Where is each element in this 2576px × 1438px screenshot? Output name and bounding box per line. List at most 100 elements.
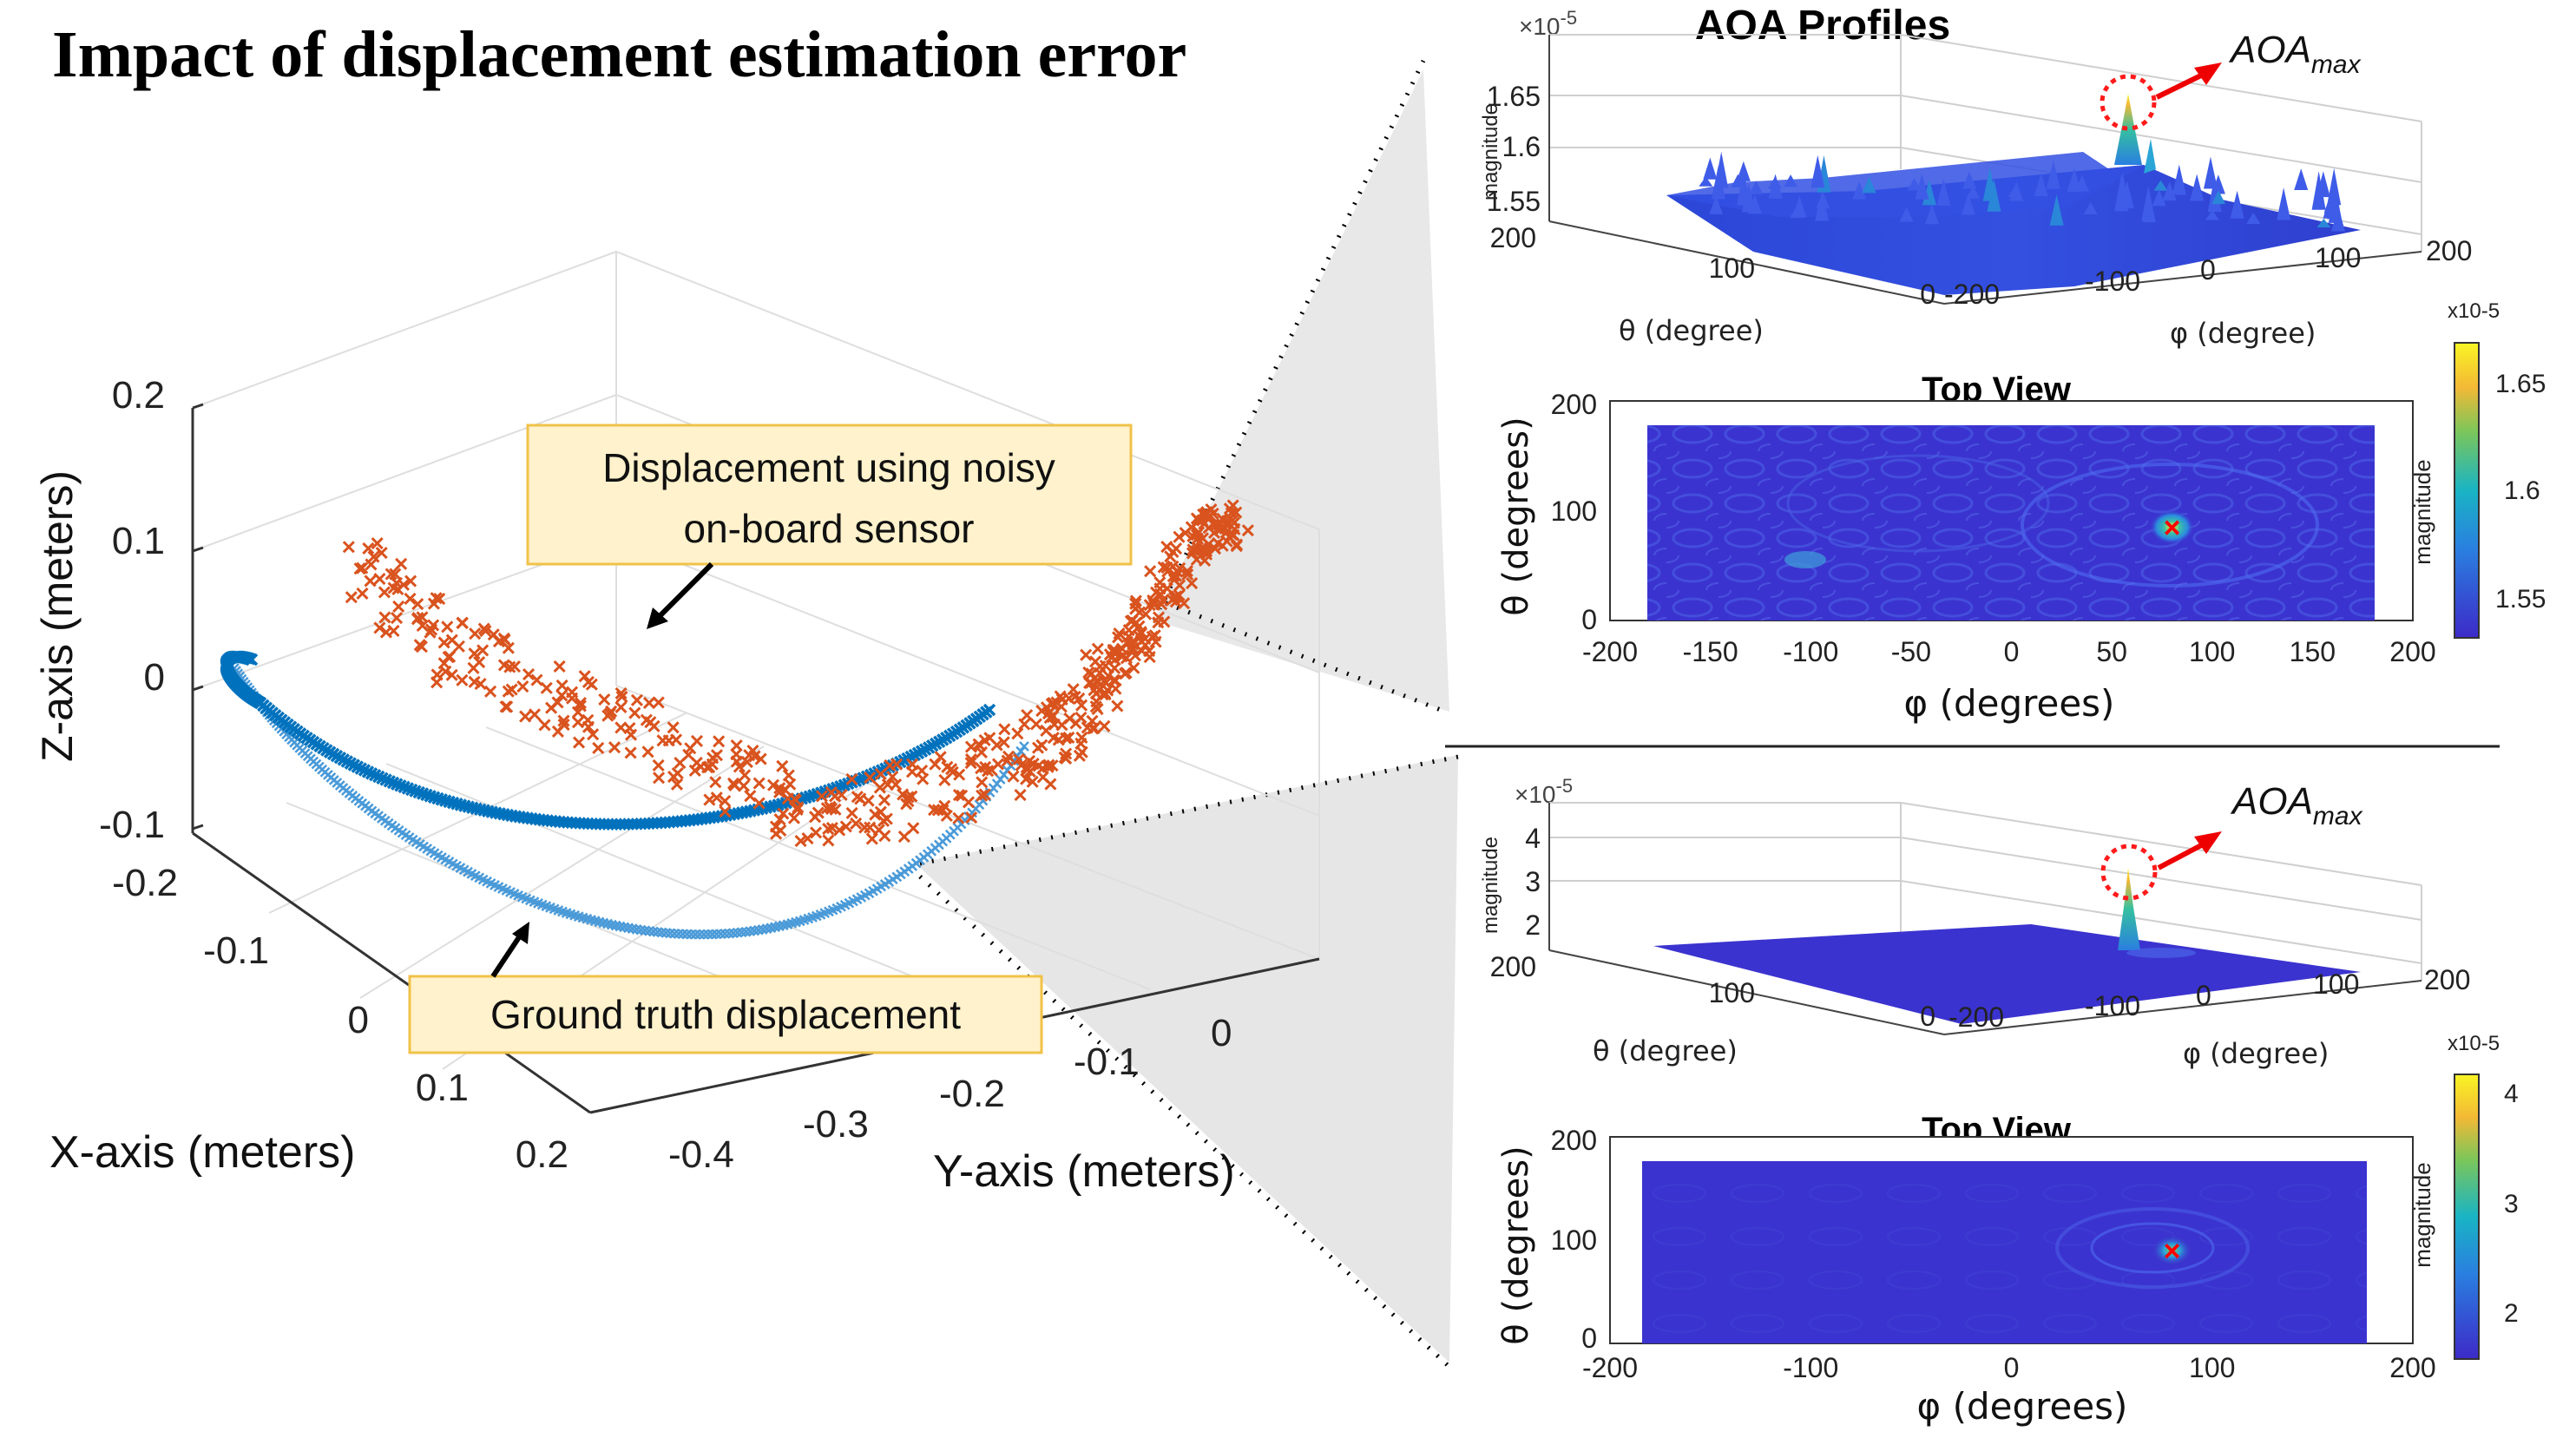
noisy-sensor-point [1111, 699, 1124, 712]
noisy-sensor-point [416, 611, 429, 624]
noisy-sensor-point [1088, 722, 1101, 735]
noisy-sensor-point [770, 827, 783, 840]
ripple [2055, 1207, 2250, 1289]
noisy-sensor-point [964, 752, 978, 766]
noisy-sensor-point [810, 826, 823, 839]
colorbar [2454, 342, 2480, 639]
noisy-sensor-point [1058, 751, 1071, 764]
noisy-sensor-point [1149, 586, 1163, 599]
noisy-sensor-point [956, 789, 969, 802]
annotation-text: Displacement using noisy [602, 445, 1055, 490]
noisy-sensor-point [1027, 757, 1040, 771]
noisy-sensor-point [998, 723, 1011, 736]
theta-tick-label: 200 [1490, 222, 1536, 253]
noisy-sensor-point [1155, 598, 1168, 611]
aoa-side-peak [2144, 139, 2156, 174]
noisy-sensor-point [1002, 750, 1015, 763]
noisy-sensor-point [468, 647, 481, 660]
colorbar-tick: 4 [2504, 1080, 2519, 1108]
z-tick-label: 1.65 [1487, 81, 1541, 112]
noisy-sensor-point [865, 832, 878, 845]
noisy-sensor-point [392, 600, 405, 613]
theta-axis-label: θ (degree) [1619, 314, 1764, 347]
noisy-sensor-point [862, 794, 875, 807]
noisy-sensor-point [469, 627, 482, 640]
surface-spike [2153, 180, 2168, 191]
z-axis-label: magnitude [1479, 837, 1502, 934]
noisy-sensor-point [822, 834, 835, 847]
peak-arrow [2157, 841, 2206, 870]
surface-spike [2067, 170, 2081, 192]
surface-spike [2141, 185, 2156, 221]
x-axis-label: X-axis (meters) [49, 1127, 355, 1178]
surface-spike [2331, 207, 2346, 232]
noisy-sensor-point [845, 772, 858, 786]
noisy-sensor-point [572, 736, 586, 749]
surface-spike [2046, 161, 2060, 189]
noisy-sensor-point [1190, 529, 1203, 542]
noisy-sensor-point [473, 655, 486, 669]
surface-spike [2246, 212, 2261, 225]
noisy-sensor-point [730, 748, 743, 761]
noisy-sensor-point [1134, 626, 1147, 639]
noisy-sensor-point [1173, 588, 1186, 601]
noisy-sensor-point [404, 592, 417, 606]
x-tick-label: -50 [1891, 636, 1931, 667]
noisy-sensor-point [373, 621, 386, 634]
arrow-head [2194, 62, 2222, 85]
surface-spike [2119, 181, 2134, 208]
surface-spike [2211, 174, 2225, 194]
noisy-sensor-point [452, 640, 465, 653]
phi-tick-label: -200 [1944, 279, 2000, 310]
noisy-sensor-point [812, 806, 825, 819]
noisy-sensor-point [873, 781, 886, 794]
noisy-sensor-point [598, 693, 611, 706]
z-tick-label: 2 [1525, 909, 1541, 941]
colorbar-tick: 1.6 [2504, 476, 2540, 505]
noisy-sensor-point [1152, 611, 1166, 624]
annotation-text: Ground truth displacement [490, 992, 961, 1037]
noisy-sensor-point [982, 765, 995, 778]
ground-truth-point [1019, 741, 1029, 752]
x-tick-label: 200 [2389, 1352, 2435, 1383]
z-tick-label: 1.55 [1487, 186, 1541, 217]
noisy-sensor-point [540, 681, 553, 694]
noisy-sensor-point [709, 776, 722, 789]
ripple [2021, 463, 2319, 588]
noisy-sensor-point [571, 706, 584, 719]
noisy-sensor-point [931, 804, 944, 817]
surface-spike [1982, 167, 1997, 201]
noisy-sensor-point [1191, 532, 1204, 545]
panel-title: AOA Profiles [1695, 3, 1950, 49]
noisy-sensor-point [1074, 711, 1088, 725]
noisy-sensor-point [395, 557, 408, 570]
exponent-base: ×10 [1519, 13, 1561, 40]
noisy-sensor-series [342, 499, 1254, 848]
noisy-sensor-point [1139, 633, 1152, 646]
annotation-arrow [655, 561, 714, 621]
aoa-max-sub: max [2311, 50, 2362, 79]
noisy-sensor-point [1160, 541, 1173, 554]
noisy-sensor-point [1181, 568, 1194, 581]
noisy-sensor-point [1062, 692, 1075, 705]
arrow-head [647, 607, 668, 629]
noisy-sensor-point [710, 791, 723, 804]
noisy-sensor-point [439, 665, 452, 678]
noisy-sensor-point [1140, 607, 1153, 621]
noisy-sensor-point [1223, 502, 1236, 515]
noisy-sensor-point [833, 824, 846, 837]
noisy-sensor-point [1169, 542, 1183, 555]
noisy-sensor-point [1060, 747, 1073, 760]
surface-spike [1736, 161, 1751, 181]
phi-axis-label: φ (degree) [2170, 317, 2316, 350]
noisy-sensor-point [1142, 645, 1156, 658]
truth-annotation: Ground truth displacement [408, 922, 1043, 1054]
noisy-sensor-point [516, 680, 529, 693]
noisy-sensor-point [1099, 660, 1112, 673]
aoa-max-main: AOA [2228, 29, 2311, 71]
x-axis-label: φ (degrees) [1917, 1385, 2128, 1428]
noisy-sensor-point [1148, 629, 1161, 642]
phi-tick-label: 100 [2315, 242, 2361, 273]
surface-spike [2083, 202, 2098, 214]
noisy-sensor-point [976, 789, 989, 802]
